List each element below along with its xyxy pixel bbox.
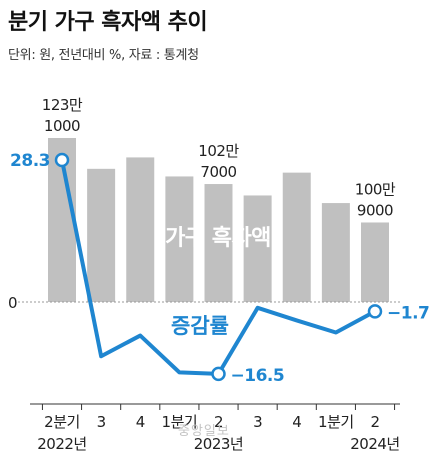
bar-value-label-8: 100만 9000 <box>355 180 396 219</box>
line-value-labels: 28.3 −16.5 −1.7 <box>10 151 430 386</box>
x-tick-labels: 2분기 3 4 1분기 2 3 4 1분기 2 <box>44 413 380 431</box>
bar-6 <box>282 172 311 302</box>
year-labels: 2022년 2023년 2024년 <box>37 435 400 453</box>
bar-1 <box>87 168 116 302</box>
year-label-4: 2023년 <box>194 435 243 453</box>
x-tick-label-2: 4 <box>136 413 145 431</box>
bar-5 <box>243 195 272 302</box>
x-ticks <box>41 404 396 410</box>
line-value-label-8: −1.7 <box>387 303 429 323</box>
line-layer <box>54 152 383 382</box>
bar-value-label-0: 123만 1000 <box>42 96 83 135</box>
x-tick-label-4: 2 <box>214 413 223 431</box>
bar-value-labels: 123만 1000 102만 7000 100만 9000 <box>42 96 397 219</box>
bar-series-name: 가구 흑자액 <box>165 226 271 251</box>
bar-8 <box>361 222 389 302</box>
x-tick-label-5: 3 <box>253 413 262 431</box>
bar-2 <box>126 157 155 302</box>
bar-7 <box>321 203 350 302</box>
bar-value-label-4: 102만 7000 <box>198 142 239 181</box>
units-note: 단위: 원, 전년대비 %, 자료 : 통계청 <box>8 48 199 63</box>
x-tick-label-8: 2 <box>370 413 379 431</box>
bars-layer <box>48 138 389 302</box>
year-label-8: 2024년 <box>350 435 399 453</box>
x-tick-label-6: 4 <box>292 413 301 431</box>
line-marker-8 <box>367 304 383 319</box>
x-tick-label-3: 1분기 <box>162 413 198 431</box>
bar-4 <box>204 184 233 302</box>
line-value-label-0: 28.3 <box>10 151 50 171</box>
watermark: 중앙일보 <box>178 424 230 439</box>
x-tick-label-7: 1분기 <box>318 413 354 431</box>
x-tick-label-1: 3 <box>97 413 106 431</box>
year-label-0: 2022년 <box>37 435 86 453</box>
line-marker-0 <box>54 152 70 168</box>
chart-title: 분기 가구 흑자액 추이 <box>8 10 208 35</box>
x-tick-label-0: 2분기 <box>44 413 80 431</box>
line-value-label-4: −16.5 <box>231 366 285 386</box>
line-series-name: 증감률 <box>171 314 229 338</box>
zero-label: 0 <box>8 294 18 312</box>
bar-3 <box>165 176 194 302</box>
line-marker-4 <box>211 366 226 382</box>
